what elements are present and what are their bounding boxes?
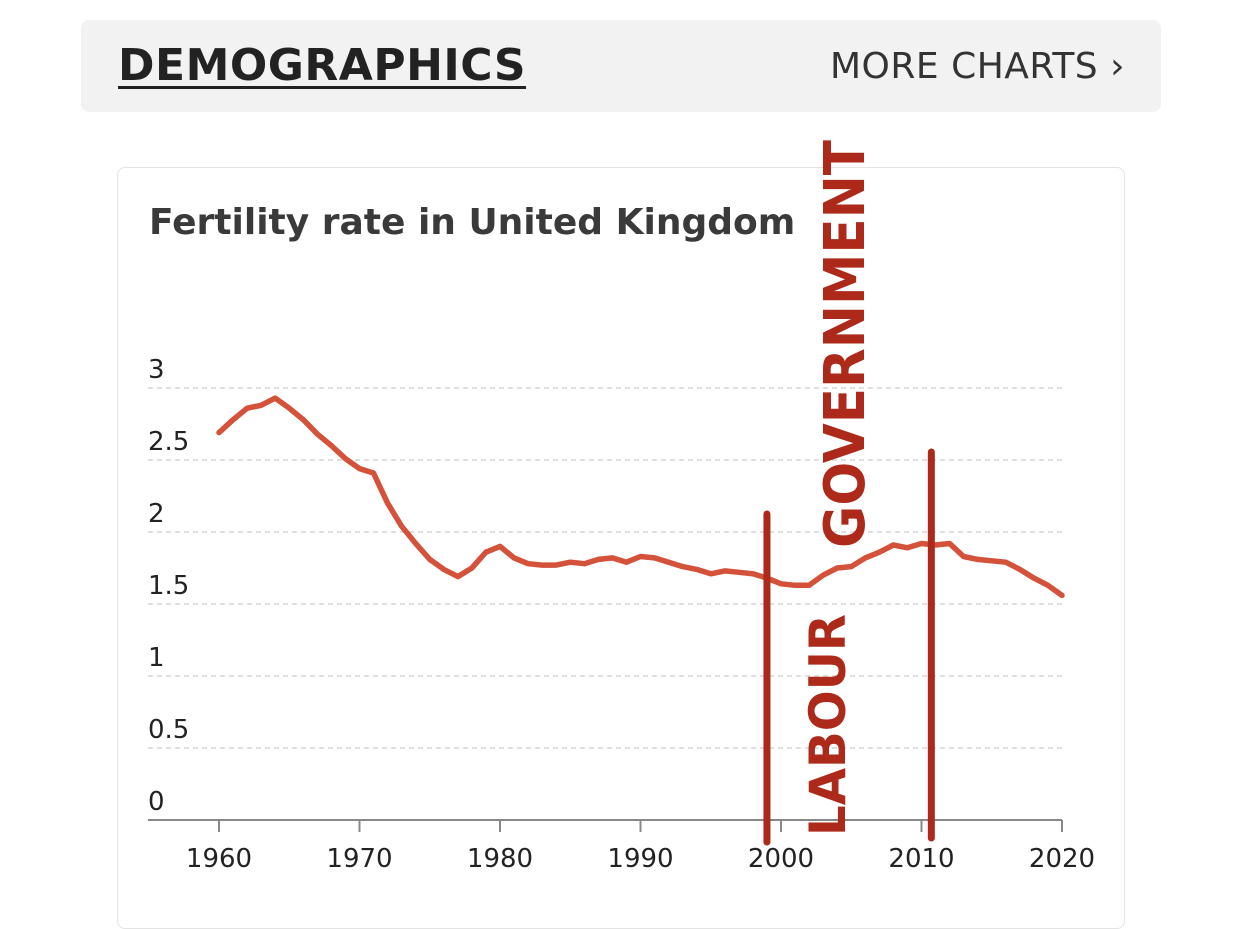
annotation-text-labour: LABOUR (799, 614, 857, 836)
y-tick-label-6: 3 (148, 355, 165, 385)
series-layer (216, 395, 1065, 599)
y-axis-ticks: 0 0.5 1 1.5 2 2.5 3 (148, 355, 189, 817)
grid-lines (148, 387, 1062, 749)
x-axis: 1960 1970 1980 1990 2000 2010 2020 (148, 819, 1095, 874)
section-title[interactable]: DEMOGRAPHICS (118, 40, 527, 91)
y-tick-label-2: 1 (148, 643, 165, 673)
y-tick-label-0: 0 (148, 787, 165, 817)
y-tick-label-1: 0.5 (148, 715, 189, 745)
x-tick-label-4: 2000 (748, 844, 814, 874)
chart-title: Fertility rate in United Kingdom (149, 202, 796, 243)
section-header: DEMOGRAPHICS MORE CHARTS › (81, 20, 1161, 112)
series-line-0 (216, 395, 1065, 599)
y-tick-label-4: 2 (148, 499, 165, 529)
handwritten-annotations: LABOUR GOVERNMENT (763, 140, 935, 846)
x-tick-label-3: 1990 (607, 844, 673, 874)
annotation-text-government: GOVERNMENT (813, 140, 878, 548)
x-tick-label-6: 2020 (1029, 844, 1095, 874)
y-tick-label-5: 2.5 (148, 427, 189, 457)
x-tick-label-1: 1970 (326, 844, 392, 874)
x-tick-label-5: 2010 (888, 844, 954, 874)
more-charts-link[interactable]: MORE CHARTS › (829, 46, 1125, 87)
y-tick-label-3: 1.5 (148, 571, 189, 601)
x-tick-label-0: 1960 (186, 844, 252, 874)
x-tick-label-2: 1980 (467, 844, 533, 874)
